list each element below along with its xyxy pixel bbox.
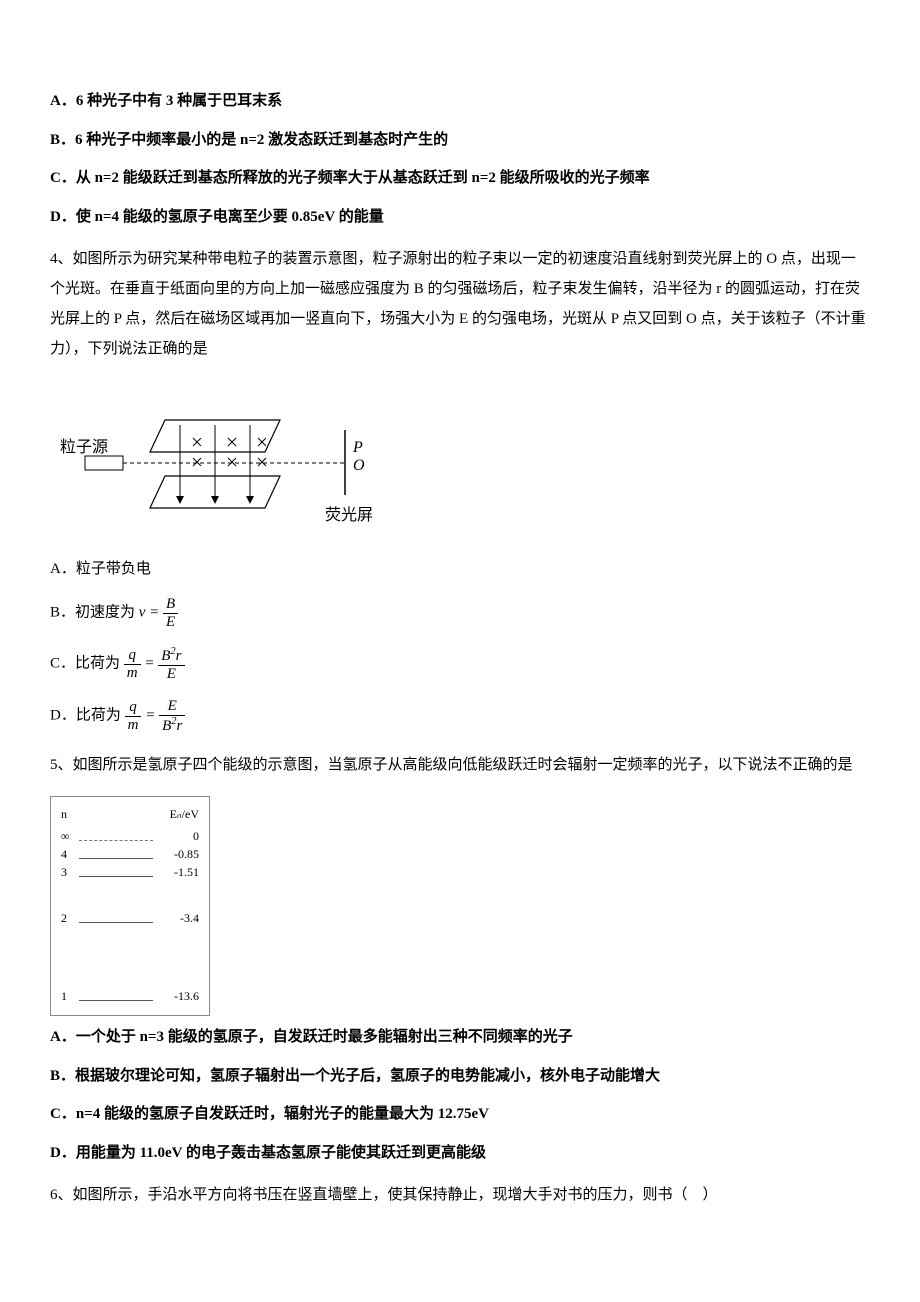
q4-option-d: D．比荷为 q m = E B2r (50, 698, 870, 734)
q3-option-a: A．6 种光子中有 3 种属于巴耳末系 (50, 90, 870, 113)
q5-figure: n Eₙ/eV ∞ 0 4 -0.85 3 -1.51 2 -3.4 1 -1 (50, 796, 870, 1016)
q4-option-b: B．初速度为 v = B E (50, 596, 870, 630)
q5-stem: 5、如图所示是氢原子四个能级的示意图，当氢原子从高能级向低能级跃迁时会辐射一定频… (50, 750, 870, 780)
energy-level-3: 3 -1.51 (61, 863, 199, 881)
q4-stem: 4、如图所示为研究某种带电粒子的装置示意图，粒子源射出的粒子束以一定的初速度沿直… (50, 244, 870, 364)
q4-d-prefix: D．比荷为 (50, 707, 121, 723)
q5-option-b: B．根据玻尔理论可知，氢原子辐射出一个光子后，氢原子的电势能减小，核外电子动能增… (50, 1065, 870, 1088)
q4-d-eq-lhs: q m (125, 699, 142, 733)
q4-b-eq-frac: B E (163, 596, 178, 630)
q5-option-a: A．一个处于 n=3 能级的氢原子，自发跃迁时最多能辐射出三种不同频率的光子 (50, 1026, 870, 1049)
q3-option-b: B．6 种光子中频率最小的是 n=2 激发态跃迁到基态时产生的 (50, 129, 870, 152)
q4-figure: 粒子源 P O 荧光屏 (50, 380, 870, 548)
q4-d-eq-rhs: E B2r (159, 698, 185, 734)
q4-b-prefix: B．初速度为 (50, 604, 135, 620)
q3-option-d: D．使 n=4 能级的氢原子电离至少要 0.85eV 的能量 (50, 206, 870, 229)
q4-label-screen: 荧光屏 (325, 506, 373, 524)
q4-label-source: 粒子源 (60, 438, 108, 456)
q6-stem: 6、如图所示，手沿水平方向将书压在竖直墙壁上，使其保持静止，现增大手对书的压力，… (50, 1180, 870, 1210)
q4-label-p: P (352, 439, 363, 456)
q5-diagram-header-e: Eₙ/eV (170, 805, 199, 823)
energy-level-inf: ∞ 0 (61, 827, 199, 845)
q4-c-prefix: C．比荷为 (50, 655, 120, 671)
q5-option-d: D．用能量为 11.0eV 的电子轰击基态氢原子能使其跃迁到更高能级 (50, 1142, 870, 1165)
q4-option-a: A．粒子带负电 (50, 558, 870, 581)
q4-c-eq-rhs: B2r E (158, 646, 184, 682)
q5-option-c: C．n=4 能级的氢原子自发跃迁时，辐射光子的能量最大为 12.75eV (50, 1103, 870, 1126)
energy-level-4: 4 -0.85 (61, 845, 199, 863)
q4-d-eq-sign: = (145, 707, 159, 723)
q4-b-eq-lhs: v = (139, 604, 160, 620)
q4-option-c: C．比荷为 q m = B2r E (50, 646, 870, 682)
q3-option-c: C．从 n=2 能级跃迁到基态所释放的光子频率大于从基态跃迁到 n=2 能级所吸… (50, 167, 870, 190)
q4-label-o: O (353, 457, 365, 474)
energy-level-1: 1 -13.6 (61, 987, 199, 1005)
q5-diagram-header-n: n (61, 805, 67, 823)
q4-c-eq-lhs: q m (124, 647, 141, 681)
energy-level-2: 2 -3.4 (61, 909, 199, 927)
q4-c-eq-sign: = (144, 655, 158, 671)
